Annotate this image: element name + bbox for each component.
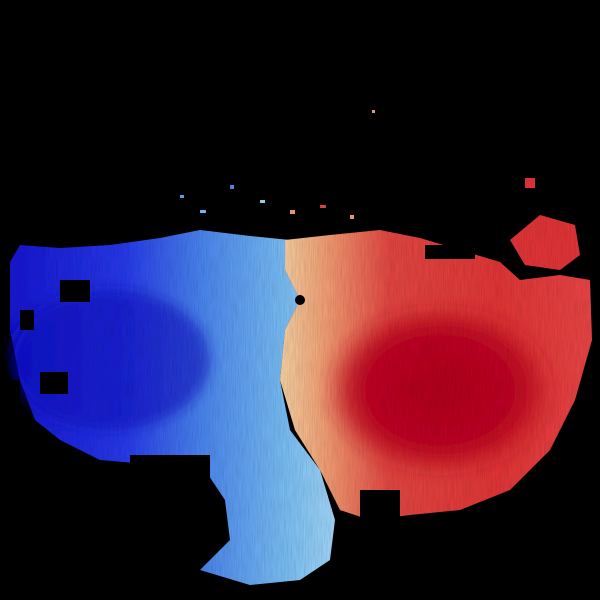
strong-outbound-core bbox=[320, 300, 560, 480]
outbound-patch bbox=[510, 215, 580, 270]
strong-inbound-core bbox=[10, 290, 210, 430]
